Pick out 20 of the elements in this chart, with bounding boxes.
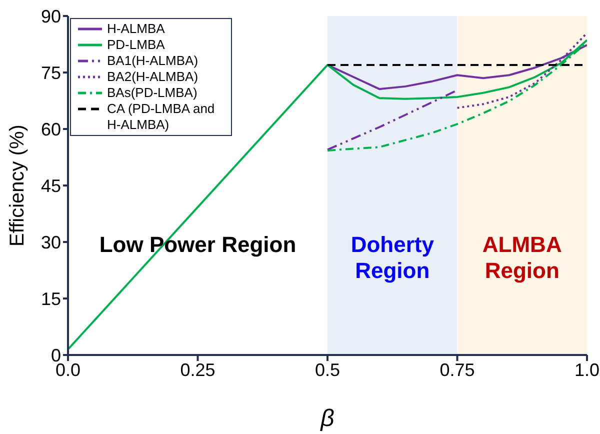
y-tick-label: 60	[40, 119, 61, 140]
y-tick-label: 75	[40, 62, 61, 83]
legend-label: H-ALMBA	[107, 21, 165, 37]
legend-label: BAs(PD-LMBA)	[107, 85, 198, 101]
y-tick-label: 15	[40, 288, 61, 309]
x-tick-label: 1.0	[574, 360, 600, 380]
x-tick-label: 0.75	[440, 360, 475, 380]
x-tick-label: 0.5	[314, 360, 340, 380]
y-axis-title: Efficiency (%)	[6, 124, 30, 246]
y-tick-label: 90	[40, 6, 61, 26]
x-axis-title: β	[320, 405, 335, 432]
y-tick-label: 30	[40, 232, 61, 252]
band-label: Doherty Region	[350, 232, 435, 284]
legend-label: PD-LMBA	[107, 37, 165, 53]
band-label: ALMBA Region	[481, 232, 563, 284]
legend-label: BA2(H-ALMBA)	[107, 69, 198, 85]
legend-label: BA1(H-ALMBA)	[107, 53, 198, 69]
legend-label: CA (PD-LMBA and H-ALMBA)	[107, 101, 216, 133]
x-tick-label: 0.25	[180, 360, 216, 380]
y-tick-label: 45	[40, 176, 61, 196]
